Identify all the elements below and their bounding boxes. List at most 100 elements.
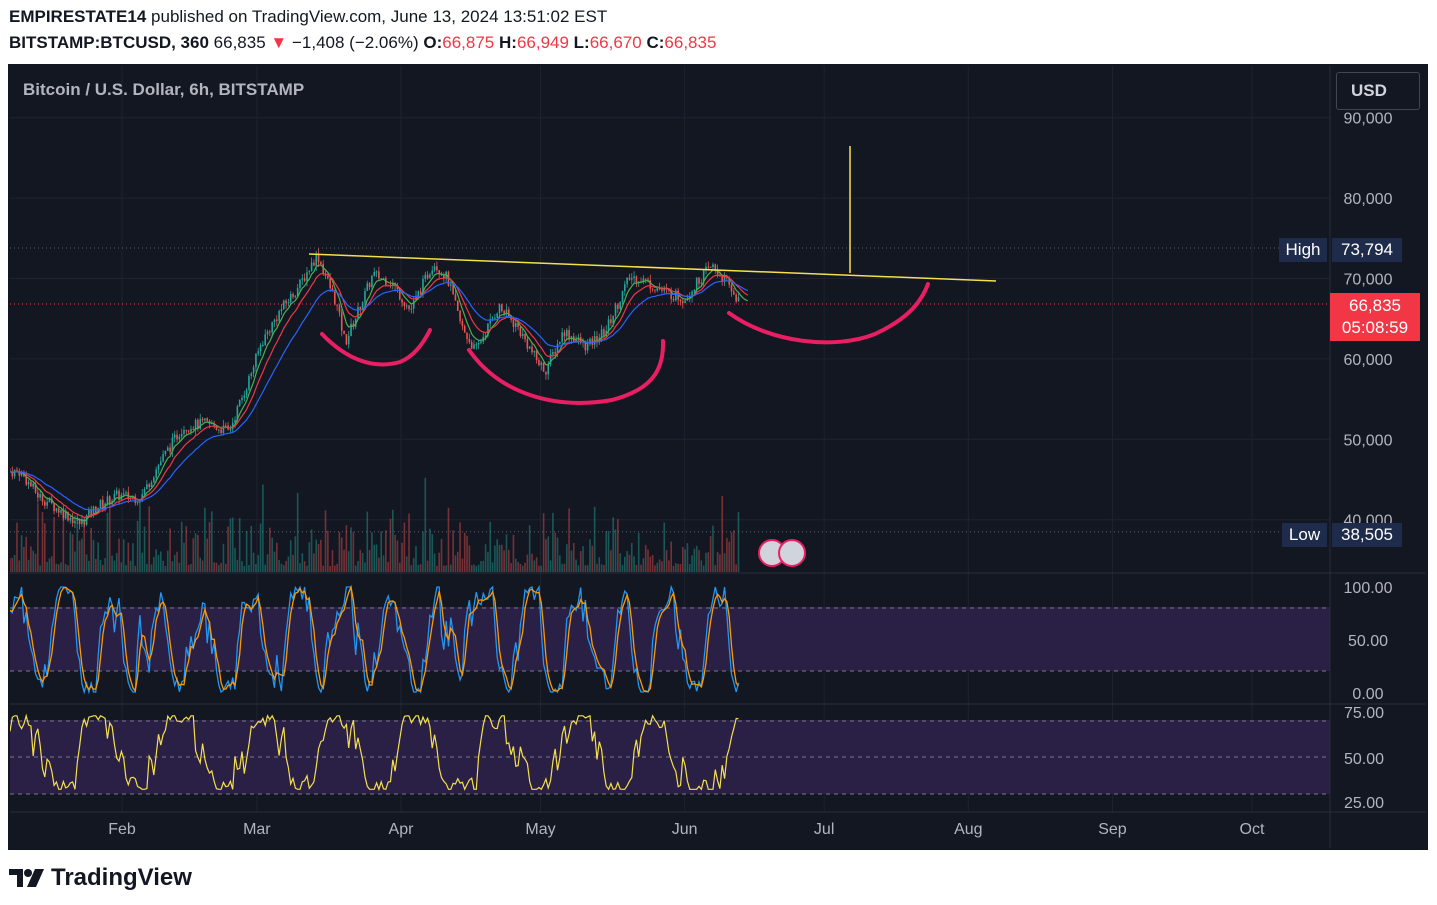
candle-body — [322, 264, 324, 274]
low-label: L: — [573, 33, 590, 52]
volume-bar — [519, 564, 522, 572]
volume-bar — [115, 552, 118, 572]
candle-body — [118, 490, 120, 500]
moving-average-line — [10, 280, 749, 511]
candle-body — [336, 304, 338, 306]
volume-bar — [23, 546, 25, 572]
drawings[interactable] — [308, 146, 997, 405]
candle-body — [528, 346, 531, 349]
volume-bar — [368, 549, 371, 572]
candle-body — [600, 329, 603, 338]
volume-bar — [255, 563, 257, 572]
rsi-line — [10, 713, 739, 792]
candle-body — [264, 334, 266, 345]
us-event-icon[interactable] — [778, 539, 806, 567]
candle-body — [204, 418, 206, 421]
candle-body — [459, 310, 461, 322]
oscillator-tick-label: 100.00 — [1344, 580, 1393, 597]
neckline-trendline[interactable] — [308, 253, 997, 282]
volume-bar — [95, 558, 97, 572]
candle-body — [450, 284, 452, 286]
candle-body — [470, 341, 473, 349]
volume-bar — [55, 563, 58, 572]
candle-body — [194, 419, 197, 430]
candle-body — [220, 429, 222, 434]
high-value: 66,949 — [516, 33, 569, 52]
volume-bar — [654, 565, 656, 572]
candle-body — [148, 484, 150, 487]
volume-bar — [443, 565, 445, 572]
candle-body — [628, 277, 631, 280]
candle-body — [382, 277, 385, 279]
volume-bar — [287, 556, 290, 572]
volume-bar — [514, 558, 517, 572]
event-markers[interactable] — [758, 539, 806, 567]
candle-body — [48, 498, 51, 503]
price-chart[interactable]: 90,00080,00070,00060,00050,00040,000100.… — [10, 66, 1426, 848]
candle-body — [473, 344, 475, 349]
candle-body — [206, 418, 208, 421]
right-shoulder-curve[interactable] — [727, 282, 930, 345]
candle-body — [136, 502, 139, 504]
volume-bar — [187, 565, 190, 572]
candle-body — [412, 300, 415, 309]
price-tick-label: 60,000 — [1344, 352, 1393, 369]
candle-body — [705, 266, 707, 271]
candle-body — [245, 389, 248, 396]
time-tick-label: May — [525, 821, 555, 838]
candle-body — [619, 301, 621, 309]
volume-bar — [633, 556, 635, 572]
volume-bar — [16, 522, 18, 572]
volume-bar — [11, 557, 14, 572]
candle-body — [684, 300, 686, 304]
volume-bar — [231, 517, 234, 572]
candle-body — [218, 429, 220, 431]
candle-body — [398, 288, 401, 300]
candle-body — [271, 322, 273, 333]
volume-bar — [596, 563, 598, 572]
candle-body — [57, 508, 60, 513]
currency-button[interactable]: USD — [1336, 72, 1420, 110]
volume-bar — [503, 550, 505, 572]
volume-bar — [480, 561, 482, 572]
candle-body — [64, 511, 67, 519]
volume-bar — [686, 543, 689, 572]
candle-body — [508, 309, 510, 317]
volume-bar — [194, 533, 197, 572]
volume-bar — [466, 535, 468, 572]
candle-body — [675, 290, 677, 301]
candle-body — [50, 498, 53, 504]
candle-body — [501, 304, 503, 312]
candle-body — [737, 297, 740, 302]
candle-body — [644, 278, 647, 280]
volume-bar — [218, 565, 220, 572]
candle-body — [570, 336, 573, 339]
left-shoulder-curve[interactable] — [320, 328, 432, 367]
volume-bar — [273, 551, 276, 572]
volume-bar — [190, 563, 192, 572]
price-tick-label: 70,000 — [1344, 272, 1393, 289]
volume-bar — [380, 531, 382, 572]
volume-bar — [535, 557, 538, 572]
volume-bar — [162, 560, 164, 572]
candle-body — [211, 423, 213, 425]
volume-bar — [294, 536, 297, 572]
candle-body — [512, 319, 515, 327]
candle-body — [11, 471, 14, 477]
tradingview-brand[interactable]: TradingView — [9, 864, 192, 892]
volume-bar — [661, 561, 663, 572]
candle-body — [329, 278, 331, 289]
volume-bar — [607, 530, 610, 572]
candle-body — [542, 362, 545, 372]
volume-bar — [331, 550, 334, 572]
head-curve[interactable] — [467, 339, 666, 405]
candle-body — [607, 319, 610, 331]
candle-body — [368, 283, 371, 288]
volume-bar — [289, 540, 292, 572]
volume-bar — [733, 530, 735, 572]
volume-bar — [456, 551, 459, 572]
candle-body — [201, 418, 204, 421]
volume-bar — [709, 536, 712, 572]
candle-body — [617, 304, 619, 309]
volume-bar — [408, 513, 410, 572]
